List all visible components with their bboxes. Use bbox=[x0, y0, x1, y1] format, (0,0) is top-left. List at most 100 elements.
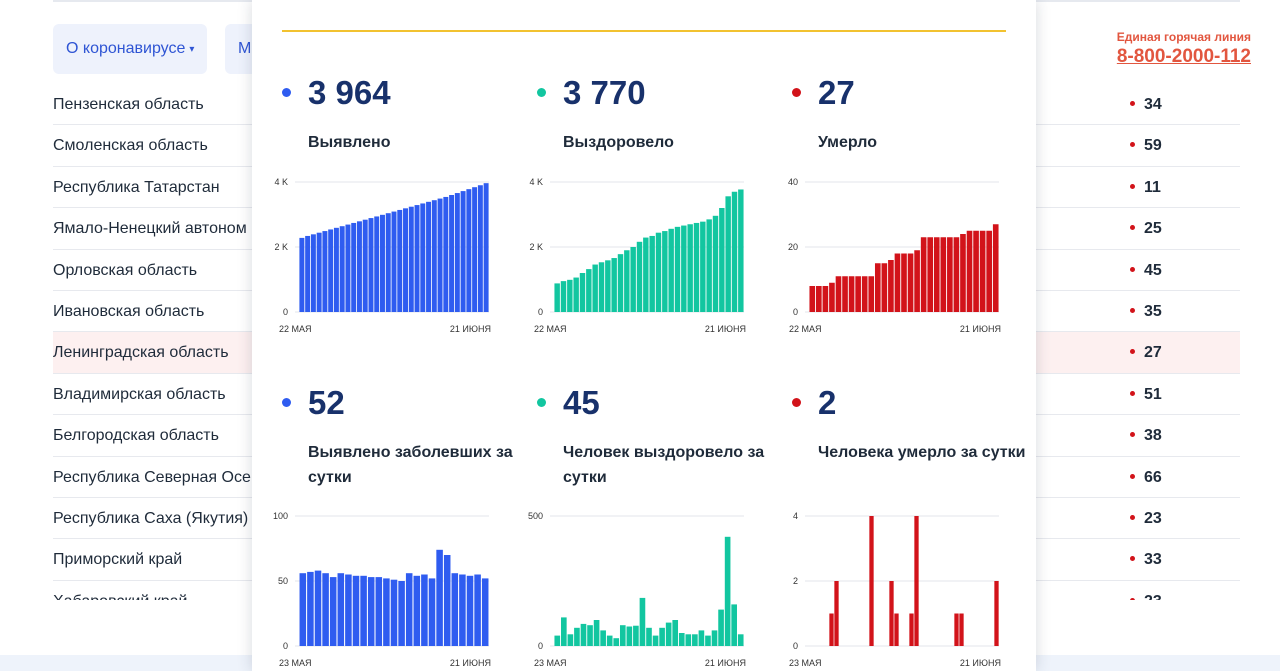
chart-bar bbox=[322, 231, 328, 312]
chart-bar bbox=[652, 635, 659, 646]
deaths-dot-icon bbox=[1130, 432, 1135, 438]
chart-bar bbox=[397, 209, 403, 312]
stat-label-detected: Выявлено bbox=[308, 134, 391, 151]
chart-bar bbox=[421, 574, 428, 646]
x-end-label: 21 ИЮНЯ bbox=[450, 324, 491, 334]
chart-bar bbox=[655, 232, 662, 312]
chart-bar bbox=[678, 633, 685, 646]
chart-bar bbox=[360, 575, 367, 646]
chart-bar bbox=[483, 183, 489, 312]
hotline-block: Единая горячая линия 8-800-2000-112 bbox=[1117, 30, 1251, 68]
chart-bar bbox=[909, 613, 914, 646]
chart-bar bbox=[681, 225, 687, 312]
chart-bar bbox=[472, 187, 478, 312]
region-deaths-value: 25 bbox=[1144, 220, 1162, 238]
chart-bar bbox=[705, 635, 711, 646]
x-start-label: 22 МАЯ bbox=[279, 324, 312, 334]
chart-bar bbox=[894, 613, 899, 646]
chart-detected-total: 0 2 K 4 K 22 МАЯ 21 ИЮНЯ bbox=[267, 174, 497, 334]
chart-died-daily: 0 2 4 23 МАЯ 21 ИЮНЯ bbox=[777, 508, 1007, 668]
chart-bar bbox=[299, 237, 305, 312]
chart-bar bbox=[579, 273, 586, 312]
chart-bar bbox=[574, 627, 580, 646]
chart-bar bbox=[643, 237, 649, 312]
stat-value-detected: 3 964 bbox=[308, 74, 391, 111]
chart-bar bbox=[738, 189, 744, 312]
region-deaths: 34 bbox=[1130, 96, 1162, 114]
stat-value-detected-daily: 52 bbox=[308, 384, 345, 421]
chart-died-total: 0 20 40 22 МАЯ 21 ИЮНЯ bbox=[777, 174, 1007, 334]
deaths-dot-icon bbox=[1130, 266, 1135, 272]
chart-bar bbox=[443, 196, 449, 312]
chart-bar bbox=[624, 250, 630, 312]
chart-bar bbox=[573, 277, 579, 312]
y-tick-label: 4 K bbox=[274, 177, 288, 187]
chart-bar bbox=[700, 221, 706, 312]
stat-dot-recovered-daily bbox=[537, 398, 546, 407]
region-deaths: 35 bbox=[1130, 303, 1162, 321]
chart-bar bbox=[966, 230, 973, 312]
y-tick-label: 50 bbox=[278, 576, 288, 586]
region-name: Белгородская область bbox=[53, 427, 219, 445]
hotline-phone-link[interactable]: 8-800-2000-112 bbox=[1116, 46, 1251, 67]
chart-bar bbox=[914, 250, 920, 312]
stat-label-died-daily: Человека умерло за сутки bbox=[818, 444, 1026, 461]
deaths-dot-icon bbox=[1130, 556, 1135, 562]
chart-bar bbox=[842, 276, 848, 312]
chart-bar bbox=[809, 286, 816, 312]
chart-bar bbox=[454, 193, 460, 312]
chart-bar bbox=[724, 536, 731, 646]
region-stats-panel: 3 964 Выявлено 3 770 Выздоровело 27 Умер… bbox=[252, 0, 1036, 671]
chart-bar bbox=[352, 575, 360, 646]
chart-bar bbox=[868, 276, 875, 312]
region-deaths: 51 bbox=[1130, 386, 1162, 404]
chart-bar bbox=[451, 573, 459, 646]
chart-bar bbox=[639, 597, 646, 646]
chart-bar bbox=[587, 625, 593, 646]
chart-bar bbox=[731, 191, 738, 312]
deaths-dot-icon bbox=[1130, 142, 1135, 148]
x-end-label: 21 ИЮНЯ bbox=[705, 324, 746, 334]
chart-bar bbox=[920, 237, 927, 312]
chart-bar bbox=[390, 579, 398, 646]
chart-bar bbox=[617, 254, 624, 312]
chart-bar bbox=[927, 237, 934, 312]
chart-bar bbox=[940, 237, 947, 312]
x-end-label: 21 ИЮНЯ bbox=[450, 658, 491, 668]
region-name: Республика Северная Осе bbox=[53, 468, 251, 486]
chart-bar bbox=[959, 613, 964, 646]
chart-bar bbox=[420, 203, 426, 312]
chart-bar bbox=[630, 247, 636, 312]
chart-bar bbox=[687, 224, 693, 312]
chart-bar bbox=[706, 219, 712, 312]
region-name: Ленинградская область bbox=[53, 344, 229, 362]
stat-value-recovered: 3 770 bbox=[563, 74, 646, 111]
y-tick-label: 4 K bbox=[529, 177, 543, 187]
y-tick-label: 0 bbox=[283, 641, 288, 651]
chart-bar bbox=[356, 221, 362, 312]
chart-bar bbox=[580, 623, 587, 646]
chart-bar bbox=[649, 235, 655, 312]
chart-bar bbox=[333, 227, 339, 312]
region-name: Смоленская область bbox=[53, 137, 208, 155]
region-deaths: 33 bbox=[1130, 551, 1162, 569]
chart-bar bbox=[405, 573, 413, 646]
stat-label-died: Умерло bbox=[818, 134, 877, 151]
x-start-label: 22 МАЯ bbox=[534, 324, 567, 334]
chart-bar bbox=[698, 630, 705, 646]
chart-bar bbox=[560, 281, 567, 312]
about-coronavirus-dropdown[interactable]: О коронавирусе ▾ bbox=[53, 24, 208, 74]
chart-bar bbox=[554, 635, 561, 646]
chart-svg: 0 2 K 4 K 22 МАЯ 21 ИЮНЯ bbox=[529, 177, 746, 334]
y-tick-label: 0 bbox=[793, 307, 798, 317]
chart-bar bbox=[712, 215, 719, 312]
chart-bar bbox=[888, 260, 894, 312]
chart-bar bbox=[598, 262, 605, 312]
chart-bar bbox=[403, 208, 408, 312]
chart-bar bbox=[554, 283, 560, 312]
chart-bar bbox=[953, 237, 960, 312]
chart-bar bbox=[719, 208, 725, 312]
chart-bar bbox=[368, 218, 374, 312]
chart-bar bbox=[459, 574, 466, 646]
chart-bar bbox=[731, 604, 737, 646]
